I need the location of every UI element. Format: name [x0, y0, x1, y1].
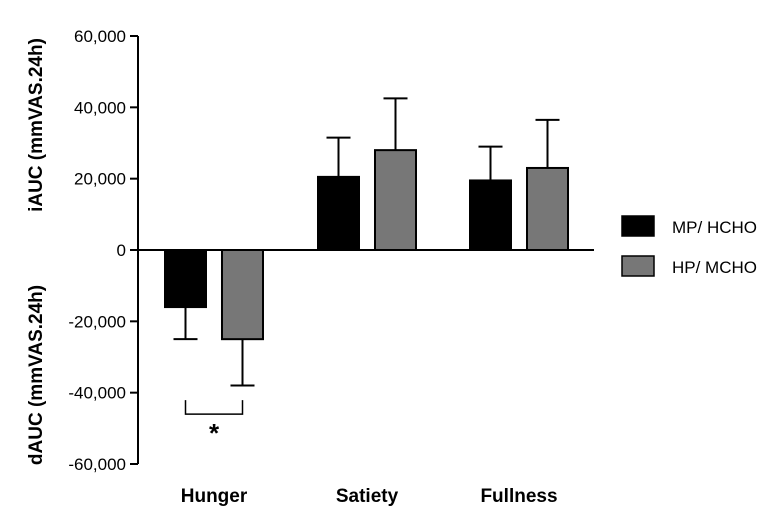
x-category-labels: Hunger Satiety Fullness [181, 486, 558, 507]
significance-annotations: * [184, 400, 244, 448]
legend-label-mp-hcho: MP/ HCHO [672, 218, 757, 237]
y-axis [130, 35, 594, 465]
significance-star: * [209, 418, 220, 448]
legend-swatch-hp-mcho [621, 255, 655, 277]
y-tick-label: -60,000 [68, 455, 126, 474]
x-category-label: Fullness [480, 486, 557, 507]
error-bars-layer [173, 97, 560, 387]
legend-label-hp-mcho: HP/ MCHO [672, 258, 757, 277]
y-axis-title-bottom: dAUC (mmVAS.24h) [26, 285, 47, 465]
y-tick-label: 40,000 [74, 98, 126, 117]
y-tick-label: 0 [117, 241, 126, 260]
y-axis-title-top: iAUC (mmVAS.24h) [26, 38, 47, 212]
bar [221, 249, 264, 341]
significance-bracket [184, 400, 244, 415]
y-tick-labels: -60,000 -40,000 -20,000 0 20,000 40,000 60,000 [68, 27, 126, 474]
legend: MP/ HCHO HP/ MCHO [621, 215, 757, 277]
bar [469, 179, 512, 251]
x-category-label: Satiety [336, 486, 399, 507]
bar [526, 166, 569, 251]
y-tick-label: 20,000 [74, 170, 126, 189]
bar [374, 149, 417, 251]
bars-layer [164, 149, 569, 341]
bar [164, 249, 207, 309]
legend-swatch-mp-hcho [621, 215, 655, 237]
y-tick-label: -40,000 [68, 384, 126, 403]
y-tick-label: -20,000 [68, 312, 126, 331]
x-category-label: Hunger [181, 486, 248, 507]
bar [317, 175, 360, 251]
y-tick-label: 60,000 [74, 27, 126, 46]
